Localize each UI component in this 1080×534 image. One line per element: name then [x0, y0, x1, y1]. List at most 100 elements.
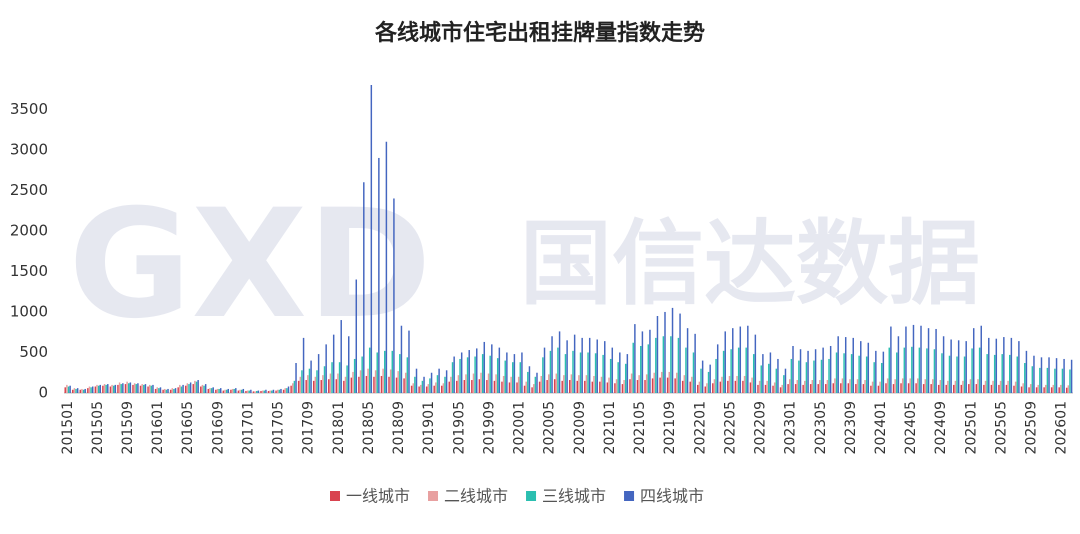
bar [900, 383, 902, 393]
y-tick-label: 3500 [10, 100, 48, 118]
bar [911, 346, 913, 393]
bar [651, 378, 654, 393]
bar [350, 377, 353, 393]
bar [751, 377, 753, 393]
bar [308, 368, 311, 393]
bar [805, 362, 808, 393]
bar [96, 384, 98, 393]
bar [456, 380, 458, 393]
bar [90, 387, 92, 393]
bar [980, 325, 982, 393]
bar [263, 390, 266, 393]
bar [956, 356, 958, 393]
y-tick-label: 2500 [10, 181, 48, 199]
bar [301, 370, 303, 393]
bar [867, 342, 870, 393]
bar [865, 356, 868, 393]
bar [224, 389, 226, 393]
bar [216, 388, 219, 393]
bar [927, 328, 930, 393]
bar [239, 389, 241, 393]
bar [990, 384, 993, 393]
bar [1050, 387, 1053, 393]
bar [807, 350, 809, 393]
bar [572, 350, 574, 393]
y-tick-label: 1500 [10, 262, 48, 280]
bar [769, 352, 772, 393]
chart-title: 各线城市住宅出租挂牌量指数走势 [374, 20, 705, 46]
bar [466, 357, 469, 393]
bar [132, 384, 134, 393]
bar [732, 328, 734, 393]
bar [935, 328, 937, 393]
bar [444, 376, 446, 393]
bar [922, 384, 925, 393]
bar [212, 387, 214, 393]
x-tick-label: 202009 [572, 401, 588, 454]
bar [180, 386, 183, 393]
bar [215, 389, 217, 393]
bar [346, 365, 348, 393]
bar [144, 384, 147, 393]
bar [397, 371, 399, 393]
bar [365, 375, 368, 393]
bar [527, 371, 529, 393]
bar [1003, 337, 1005, 393]
bar [139, 385, 142, 393]
bar [307, 375, 309, 393]
bar [448, 381, 450, 393]
bar [901, 378, 904, 393]
bar [493, 380, 496, 393]
bar [158, 388, 160, 393]
bar [585, 375, 588, 393]
bar [257, 390, 260, 393]
bar [561, 380, 563, 393]
bar [506, 352, 508, 393]
bar [177, 387, 179, 393]
bar [414, 376, 416, 393]
x-tick-label: 201909 [481, 401, 497, 454]
bar [852, 337, 854, 393]
bar [870, 385, 872, 393]
x-tick-label: 202201 [692, 401, 708, 454]
bar [472, 373, 475, 393]
bar [403, 378, 405, 393]
bar [188, 384, 190, 393]
bar [666, 377, 669, 393]
bar [948, 355, 951, 393]
bar [79, 389, 82, 393]
bar [427, 384, 430, 393]
bar [1065, 387, 1068, 393]
bar [532, 384, 535, 393]
bar [516, 382, 518, 393]
bar [299, 376, 302, 393]
bar [809, 384, 812, 393]
bar [551, 336, 553, 393]
bar [504, 360, 506, 393]
bar [933, 349, 936, 393]
bar [329, 373, 332, 393]
bar [907, 383, 910, 393]
bar [423, 376, 425, 393]
bar [84, 388, 86, 393]
bar [204, 384, 207, 393]
bar [817, 384, 819, 393]
bar [790, 358, 793, 393]
bar [792, 345, 794, 393]
x-tick-label: 201709 [301, 401, 317, 454]
bar [954, 380, 957, 393]
bar [380, 375, 383, 393]
bar [275, 390, 277, 393]
bar [147, 386, 149, 393]
x-tick-label: 201905 [451, 401, 467, 454]
bar [135, 384, 138, 393]
bar [338, 362, 341, 393]
bar [491, 344, 493, 393]
bar [787, 384, 789, 393]
bar [463, 380, 466, 393]
bar [855, 384, 857, 393]
bar [245, 390, 247, 393]
bar [1033, 355, 1035, 393]
bar [1039, 367, 1041, 393]
x-tick-label: 201701 [240, 401, 256, 454]
